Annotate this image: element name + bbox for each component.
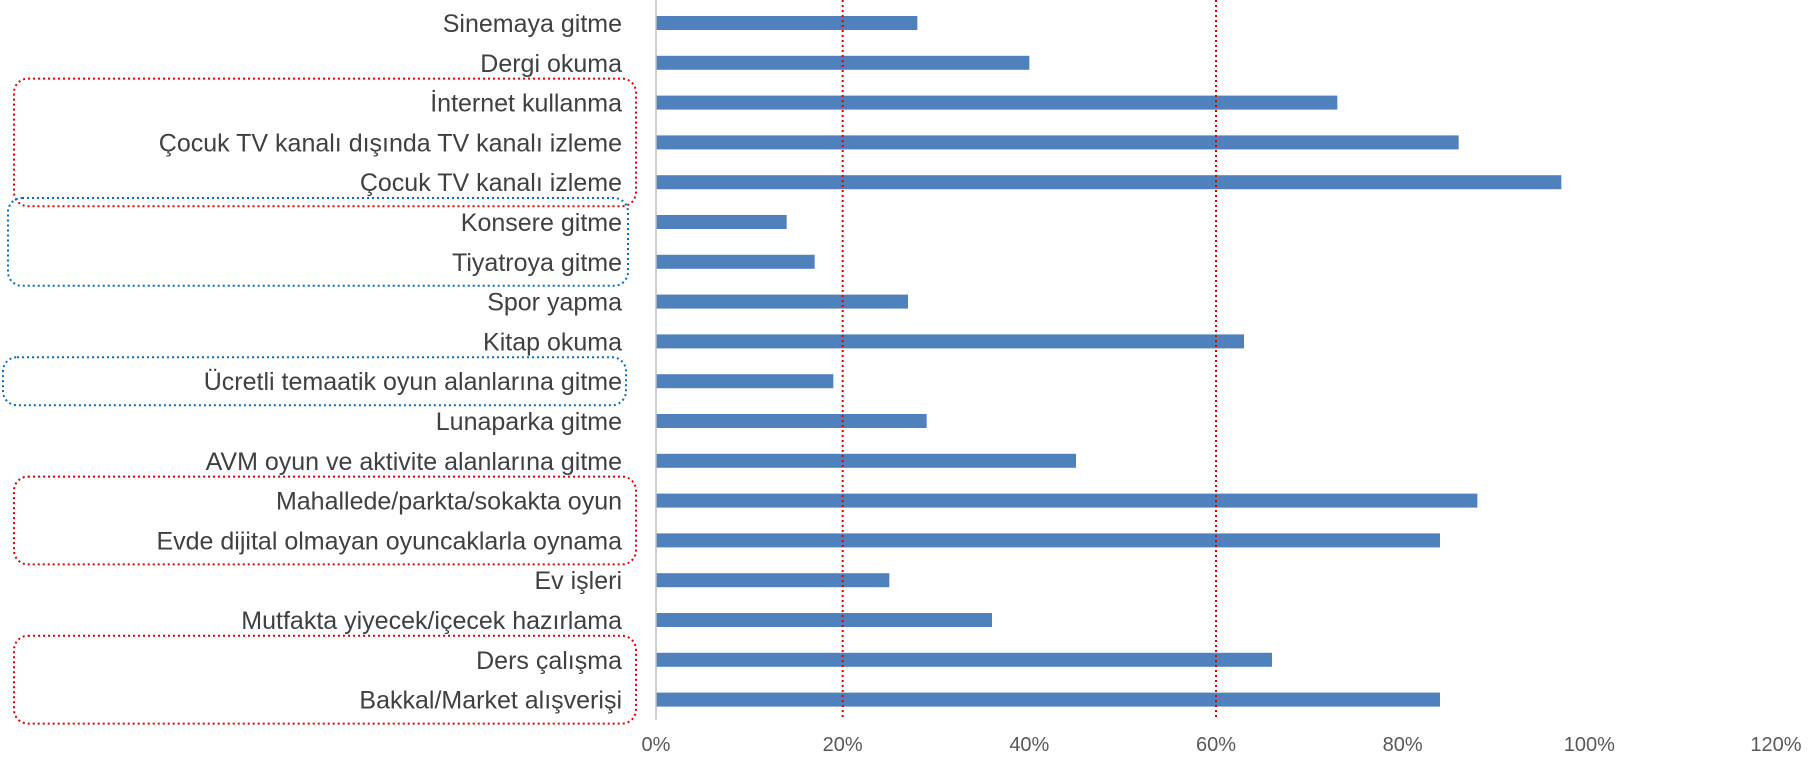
category-label: Ev işleri: [534, 567, 622, 595]
highlight-group-box: [13, 77, 637, 208]
bar: [656, 135, 1459, 150]
category-label: Konsere gitme: [461, 209, 622, 237]
x-tick-label: 120%: [1750, 734, 1801, 756]
x-tick-label: 0%: [642, 734, 671, 756]
category-label: Ders çalışma: [476, 647, 622, 675]
bars: [656, 16, 1562, 707]
bar: [656, 533, 1440, 548]
highlight-group-box: [13, 634, 637, 725]
category-label: Bakkal/Market alışverişi: [359, 687, 622, 715]
category-label: Tiyatroya gitme: [452, 249, 622, 277]
highlight-group-box: [2, 356, 627, 407]
bar: [656, 254, 815, 269]
bar: [656, 652, 1272, 667]
category-labels: Sinemaya gitme Dergi okuma İnternet kullan…: [156, 10, 622, 715]
bar: [656, 175, 1562, 190]
category-label: Çocuk TV kanalı dışında TV kanalı izleme: [159, 129, 622, 157]
bar: [656, 95, 1338, 110]
highlight-group-box: [7, 197, 629, 287]
category-label: Mutfakta yiyecek/içecek hazırlama: [241, 607, 622, 635]
category-label: Spor yapma: [487, 289, 622, 317]
category-label: Sinemaya gitme: [443, 10, 622, 38]
x-tick-labels: 0% 20% 40% 60% 80% 100% 120%: [642, 734, 1802, 756]
x-tick-label: 100%: [1564, 734, 1615, 756]
bar: [656, 573, 890, 588]
bar: [656, 215, 787, 229]
category-label: Dergi okuma: [480, 50, 622, 78]
reference-lines: [841, 0, 1217, 720]
bar: [656, 55, 1030, 70]
category-label: Lunaparka gitme: [436, 408, 622, 436]
highlight-group-box: [13, 475, 637, 566]
bar: [656, 414, 927, 428]
bar: [656, 493, 1478, 508]
bar: [656, 334, 1244, 349]
bar: [656, 16, 918, 30]
x-tick-label: 80%: [1383, 734, 1423, 756]
bar: [656, 692, 1440, 707]
category-label: AVM oyun ve aktivite alanlarına gitme: [206, 448, 622, 476]
category-label: Evde dijital olmayan oyuncaklarla oynama: [156, 527, 622, 555]
x-tick-label: 20%: [823, 734, 863, 756]
bar: [656, 453, 1076, 468]
category-label: Kitap okuma: [483, 328, 622, 356]
bar: [656, 294, 908, 309]
bar: [656, 613, 992, 627]
x-tick-label: 60%: [1196, 734, 1236, 756]
category-label: Mahallede/parkta/sokakta oyun: [276, 488, 622, 516]
x-tick-label: 40%: [1009, 734, 1049, 756]
category-label: İnternet kullanma: [430, 89, 622, 118]
highlight-groups: [2, 77, 637, 725]
category-label: Çocuk TV kanalı izleme: [360, 169, 622, 197]
bar: [656, 374, 834, 389]
category-label: Ücretli temaatik oyun alanlarına gitme: [204, 368, 622, 396]
